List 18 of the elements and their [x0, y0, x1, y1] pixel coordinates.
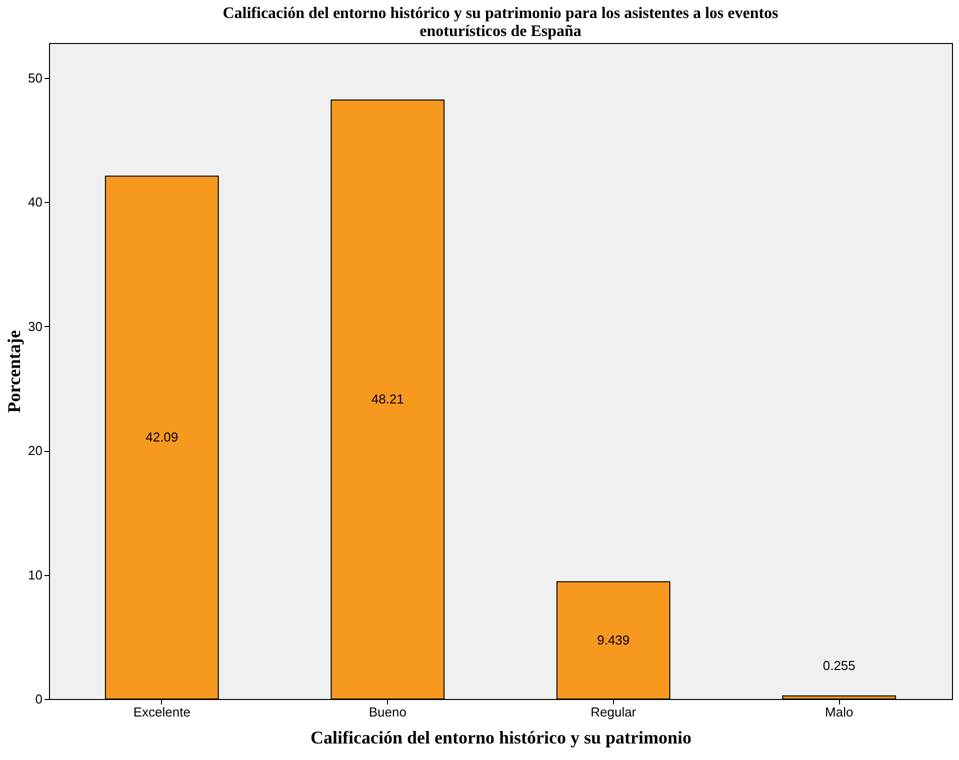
x-tick-label: Bueno — [368, 704, 406, 720]
y-tick-label: 20 — [28, 443, 42, 458]
x-axis-title: Calificación del entorno histórico y su patrimonio — [310, 728, 692, 748]
y-tick-label: 30 — [28, 318, 42, 334]
text: enoturísticos de España — [420, 23, 582, 40]
x-tick-label: Malo — [825, 704, 854, 720]
text: Calificación del entorno histórico y su patrimonio para los asistentes a los eventos — [222, 5, 778, 22]
data-label: 48.21 — [371, 392, 404, 407]
data-label: 42.09 — [146, 430, 178, 445]
data-label: 9.439 — [597, 632, 630, 648]
y-tick-label: 40 — [28, 194, 42, 210]
y-tick-label: 0 — [35, 692, 42, 706]
y-tick-label: 10 — [28, 567, 42, 582]
y-axis-title: Porcentaje — [4, 330, 24, 413]
x-tick-label: Regular — [590, 704, 637, 720]
data-label: 0.255 — [822, 658, 856, 673]
y-tick-label: 50 — [28, 70, 42, 86]
x-tick-label: Excelente — [133, 704, 190, 720]
